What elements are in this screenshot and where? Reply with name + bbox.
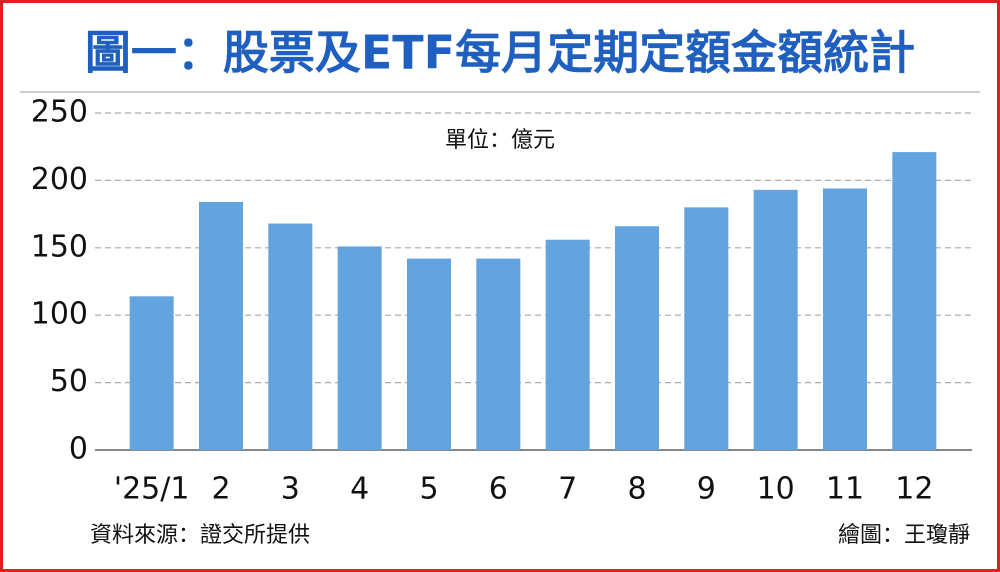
y-tick-label: 50 [50,364,88,399]
source: 資料來源：證交所提供 [90,523,310,548]
bar [823,188,867,450]
y-tick-label: 0 [69,432,88,467]
x-tick-label: 5 [419,472,438,507]
x-tick-label: 9 [697,472,716,507]
x-tick-label: '25/1 [114,472,190,507]
x-tick-label: 7 [558,472,577,507]
x-tick-label: 11 [826,472,864,507]
unit-label: 單位：億元 [445,128,555,153]
credit: 繪圖：王瓊靜 [838,523,970,548]
bar [407,258,451,450]
x-tick-label: 2 [211,472,230,507]
x-tick-label: 10 [757,472,795,507]
bar [545,239,590,450]
bar [892,152,937,451]
y-tick-label: 200 [31,162,88,197]
bar [199,201,243,450]
y-tick-label: 150 [31,229,88,264]
bar [753,189,798,450]
bar [268,223,313,450]
y-tick-label: 250 [31,95,88,130]
bar [615,226,659,450]
bar [684,207,729,450]
x-tick-label: 4 [350,472,369,507]
x-tick-label: 6 [489,472,508,507]
bar [337,246,382,450]
x-tick-label: 8 [627,472,646,507]
bar [129,296,174,450]
y-tick-label: 100 [31,297,88,332]
x-tick-label: 3 [281,472,300,507]
chart-title: 圖一：股票及ETF每月定期定額金額統計 [85,26,915,80]
bar [476,258,521,450]
x-tick-label: 12 [895,472,933,507]
